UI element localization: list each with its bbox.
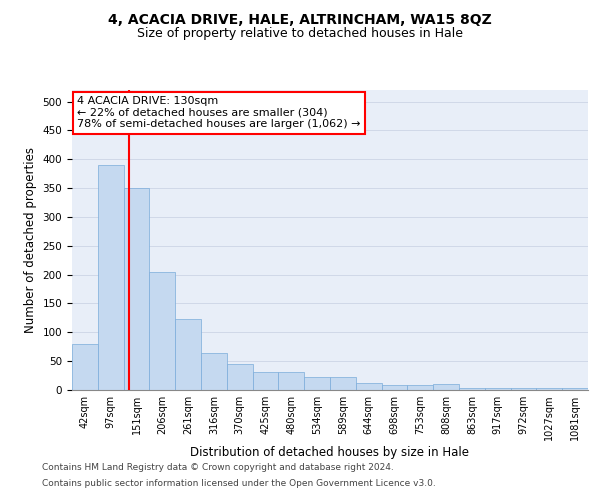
Bar (356, 382, 382, 390)
Bar (485, 388, 511, 390)
Bar (562, 388, 588, 390)
Bar (175, 319, 201, 390)
Text: 4, ACACIA DRIVE, HALE, ALTRINCHAM, WA15 8QZ: 4, ACACIA DRIVE, HALE, ALTRINCHAM, WA15 … (108, 12, 492, 26)
Bar (149, 272, 175, 390)
Text: 4 ACACIA DRIVE: 130sqm
← 22% of detached houses are smaller (304)
78% of semi-de: 4 ACACIA DRIVE: 130sqm ← 22% of detached… (77, 96, 361, 129)
Bar (407, 385, 433, 390)
Bar (227, 364, 253, 390)
Bar (72, 344, 98, 390)
Bar (253, 372, 278, 390)
Bar (382, 385, 407, 390)
Bar (98, 165, 124, 390)
Text: Size of property relative to detached houses in Hale: Size of property relative to detached ho… (137, 28, 463, 40)
Bar (201, 352, 227, 390)
Bar (330, 376, 356, 390)
Bar (278, 372, 304, 390)
Text: Contains HM Land Registry data © Crown copyright and database right 2024.: Contains HM Land Registry data © Crown c… (42, 464, 394, 472)
Text: Contains public sector information licensed under the Open Government Licence v3: Contains public sector information licen… (42, 478, 436, 488)
Bar (124, 188, 149, 390)
X-axis label: Distribution of detached houses by size in Hale: Distribution of detached houses by size … (191, 446, 470, 459)
Bar (459, 388, 485, 390)
Bar (433, 384, 459, 390)
Bar (511, 388, 536, 390)
Y-axis label: Number of detached properties: Number of detached properties (24, 147, 37, 333)
Bar (536, 388, 562, 390)
Bar (304, 376, 330, 390)
